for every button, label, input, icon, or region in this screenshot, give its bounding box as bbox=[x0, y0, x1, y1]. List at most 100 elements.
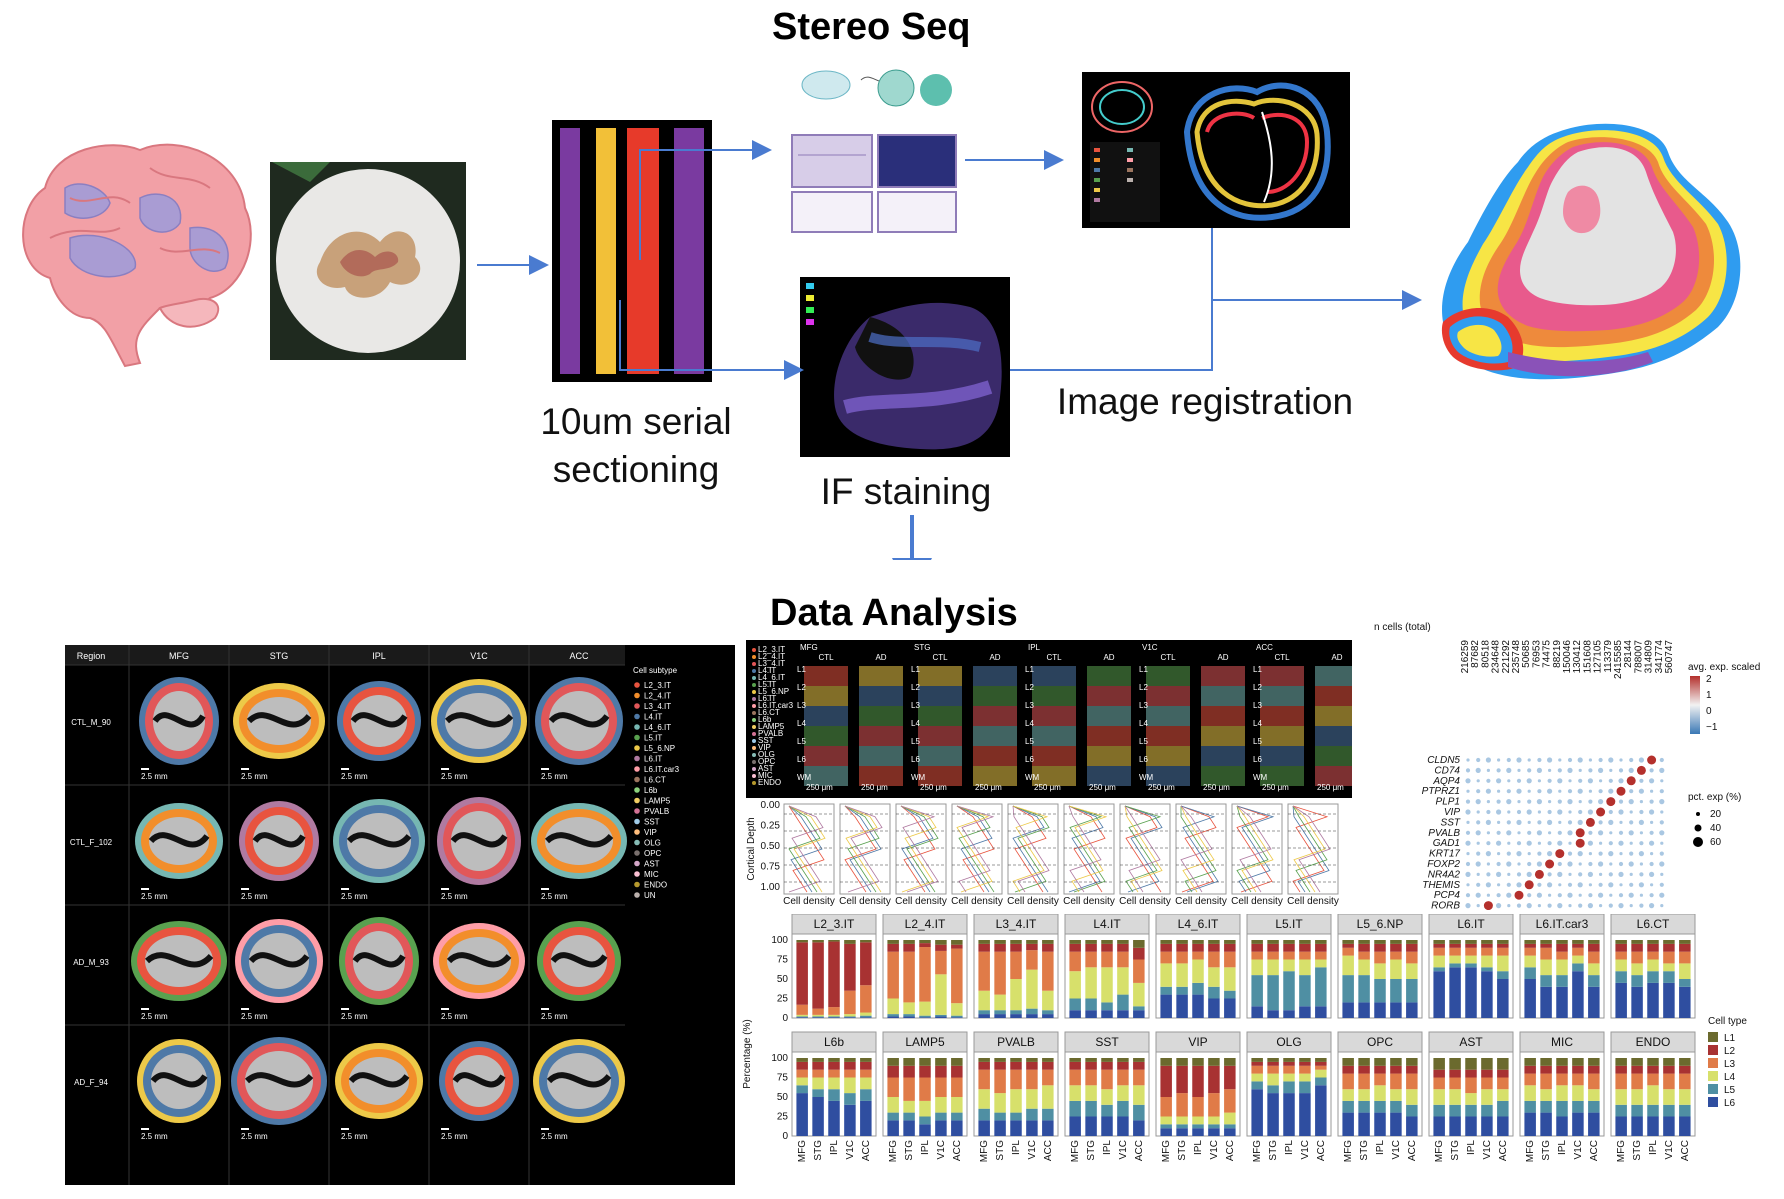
bar-segment-L6 bbox=[812, 1097, 824, 1136]
bar-segment-L2 bbox=[1588, 1065, 1600, 1074]
layers-scale-label: 250 μm bbox=[1262, 783, 1289, 792]
bar-segment-L6 bbox=[1224, 998, 1236, 1018]
bar-segment-L4 bbox=[1224, 1112, 1236, 1125]
bar-segment-L6 bbox=[1342, 1112, 1354, 1136]
bar-segment-L3 bbox=[1283, 1065, 1295, 1074]
dot bbox=[1545, 859, 1555, 869]
bar-segment-L6 bbox=[812, 1017, 824, 1018]
bar-segment-L3 bbox=[1358, 951, 1370, 960]
bar-segment-L1 bbox=[844, 1058, 856, 1062]
dotplot-size-tick: 40 bbox=[1710, 823, 1722, 834]
bar-segment-L1 bbox=[1042, 940, 1054, 944]
atlas-section-AD_M_93-MFG: 2.5 mm bbox=[131, 921, 227, 1021]
dotplot-panel: n cells (total) 216259 87682 80518 234648 221… bbox=[1368, 610, 1784, 993]
dot bbox=[1628, 861, 1634, 867]
bar-segment-L3 bbox=[1679, 951, 1691, 964]
density-curve bbox=[900, 805, 939, 893]
dot bbox=[1497, 758, 1501, 762]
dot bbox=[1618, 830, 1624, 835]
dot bbox=[1496, 903, 1502, 909]
legend-label-AST: AST bbox=[644, 860, 660, 869]
layers-legend-dot bbox=[752, 697, 756, 701]
layers-band bbox=[1087, 666, 1131, 686]
panel-title-L2_4.IT: L2_4.IT bbox=[905, 917, 946, 931]
bar-segment-L1 bbox=[1481, 940, 1493, 944]
bar-segment-L4 bbox=[994, 994, 1006, 1011]
dot bbox=[1639, 809, 1644, 815]
layers-band bbox=[1315, 766, 1359, 786]
legend-dot-OPC bbox=[634, 850, 640, 856]
bar-segment-L6 bbox=[994, 1014, 1006, 1018]
bar-segment-L5 bbox=[1267, 1085, 1279, 1094]
dot bbox=[1547, 778, 1552, 783]
bar-segment-L4 bbox=[1010, 979, 1022, 1011]
bar-segment-L4 bbox=[1176, 963, 1188, 987]
bar-segment-L3 bbox=[1406, 1073, 1418, 1090]
dot bbox=[1660, 779, 1664, 783]
bar-segment-L4 bbox=[812, 1077, 824, 1090]
dot bbox=[1587, 903, 1593, 909]
bar-segment-L6 bbox=[1540, 986, 1552, 1018]
bar-segment-L4 bbox=[1133, 1085, 1145, 1105]
dot bbox=[1536, 799, 1542, 805]
dot bbox=[1618, 809, 1624, 815]
dot bbox=[1649, 861, 1654, 867]
bar-segment-L3 bbox=[1101, 1069, 1113, 1090]
dot bbox=[1599, 872, 1603, 876]
layers-layer-L4: L4 bbox=[1025, 719, 1034, 728]
density-curve bbox=[844, 805, 877, 893]
scale-bar-label: 2.5 mm bbox=[541, 772, 568, 781]
dot bbox=[1507, 841, 1511, 845]
bar-segment-L1 bbox=[1192, 1058, 1204, 1066]
if-staining-label: IF staining bbox=[820, 471, 992, 512]
dot bbox=[1527, 830, 1532, 835]
dot bbox=[1659, 861, 1665, 867]
dot bbox=[1547, 819, 1553, 825]
density-curve bbox=[1180, 805, 1215, 893]
dotplot-gene-PVALB: PVALB bbox=[1428, 828, 1460, 839]
bar-segment-L3 bbox=[1192, 1097, 1204, 1117]
layers-region-STG: STG bbox=[914, 643, 930, 652]
bar-segment-L5 bbox=[1026, 1108, 1038, 1121]
brain-illustration bbox=[22, 143, 252, 368]
bar-segment-L1 bbox=[1251, 940, 1263, 944]
dot bbox=[1496, 893, 1501, 898]
layers-legend-label: L6.CT bbox=[758, 708, 780, 717]
dotplot-gene-PCP4: PCP4 bbox=[1434, 890, 1461, 901]
bar-segment-L6 bbox=[1315, 1085, 1327, 1136]
dot bbox=[1628, 830, 1634, 836]
bar-segment-L1 bbox=[1588, 940, 1600, 944]
legend-dot-L6.IT bbox=[634, 755, 640, 762]
bar-segment-L1 bbox=[1101, 1058, 1113, 1062]
bar-segment-L3 bbox=[1315, 951, 1327, 960]
bar-segment-L1 bbox=[1026, 1058, 1038, 1062]
dot bbox=[1537, 810, 1541, 814]
bar-segment-L5 bbox=[935, 1014, 947, 1017]
dot bbox=[1557, 799, 1562, 804]
bar-segment-L5 bbox=[1390, 979, 1402, 1003]
bar-segment-L5 bbox=[1315, 967, 1327, 1007]
legend-label-L4.IT: L4.IT bbox=[644, 713, 662, 722]
layers-legend-label: L6b bbox=[758, 715, 772, 724]
bar-segment-L1 bbox=[887, 940, 899, 944]
dotplot-size-tick: 20 bbox=[1710, 809, 1722, 820]
bars-xcat-MFG: MFG bbox=[1161, 1140, 1172, 1162]
layers-band bbox=[1260, 746, 1304, 766]
layers-grid: L2_3.ITL2_4.ITL3_4.ITL4.ITL4_6.ITL5.ITL5… bbox=[746, 640, 1359, 907]
bar-segment-L1 bbox=[1042, 1058, 1054, 1062]
bar-segment-L3 bbox=[1449, 1077, 1461, 1090]
bars-xcat-IPL: IPL bbox=[1648, 1140, 1659, 1155]
section-sulcus bbox=[452, 1072, 506, 1088]
bar-segment-L5 bbox=[796, 1016, 808, 1018]
bar-segment-L5 bbox=[1251, 975, 1263, 1007]
bar-segment-L3 bbox=[1224, 1089, 1236, 1113]
dot bbox=[1639, 778, 1644, 783]
dot bbox=[1558, 820, 1562, 824]
bar-segment-L5 bbox=[1572, 1100, 1584, 1113]
dot bbox=[1555, 849, 1565, 859]
layers-xlabel: Cell density bbox=[951, 896, 1003, 907]
bar-segment-L3 bbox=[1572, 947, 1584, 956]
bar-segment-L1 bbox=[1433, 1058, 1445, 1070]
bar-segment-L2 bbox=[951, 944, 963, 949]
bar-segment-L5 bbox=[903, 1112, 915, 1121]
